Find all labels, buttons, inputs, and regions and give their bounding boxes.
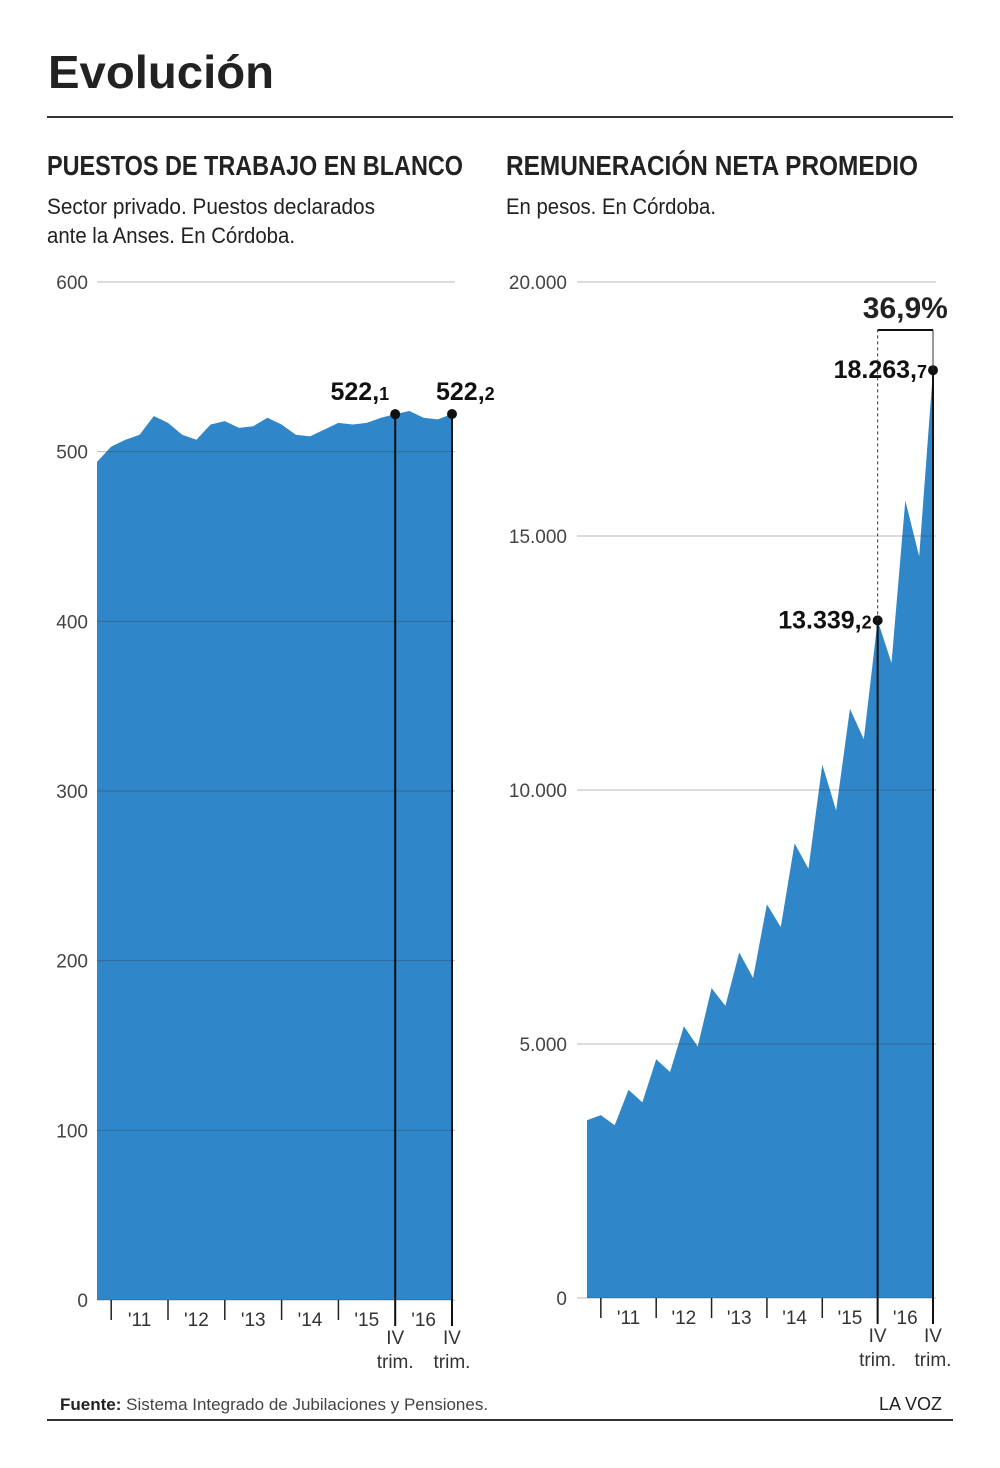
chart-title: REMUNERACIÓN NETA PROMEDIO (506, 150, 918, 181)
x-year-label: '12 (671, 1308, 696, 1329)
value-label: 13.339,2 (778, 606, 871, 634)
source-label: Fuente: (60, 1395, 121, 1414)
value-label-decimal: 1 (379, 384, 389, 404)
marker-label: trim. (434, 1352, 471, 1373)
change-label: 36,9% (863, 292, 948, 325)
y-tick-label: 400 (56, 612, 88, 633)
x-year-label: '16 (411, 1310, 436, 1331)
y-tick-label: 0 (556, 1289, 567, 1310)
chart-title: PUESTOS DE TRABAJO EN BLANCO (47, 150, 463, 181)
chart-subtitle: En pesos. En Córdoba. (506, 194, 716, 219)
marker-dot (447, 409, 457, 420)
value-label-decimal: 2 (862, 612, 872, 632)
y-tick-label: 0 (77, 1291, 88, 1312)
brand: LA VOZ (879, 1394, 942, 1414)
value-label-main: 18.263, (834, 356, 917, 384)
marker-label: IV (924, 1326, 942, 1347)
value-label-main: 13.339, (778, 606, 861, 634)
marker-dot (390, 409, 401, 420)
value-label-decimal: 2 (485, 384, 495, 404)
value-label: 522,1 (331, 378, 390, 406)
marker-label: trim. (915, 1350, 952, 1371)
value-label-main: 522, (331, 378, 380, 406)
marker-label: IV (869, 1326, 887, 1347)
y-tick-label: 20.000 (509, 273, 567, 294)
value-label-decimal: 7 (917, 362, 927, 382)
x-year-label: '11 (617, 1308, 640, 1329)
x-year-label: '11 (128, 1310, 151, 1331)
source-text: Sistema Integrado de Jubilaciones y Pens… (126, 1395, 488, 1414)
x-year-label: '14 (782, 1308, 807, 1329)
value-label-main: 522, (436, 378, 485, 406)
x-year-label: '12 (184, 1310, 209, 1331)
x-year-label: '14 (298, 1310, 323, 1331)
area (587, 370, 933, 1298)
marker-label: IV (443, 1328, 461, 1349)
x-year-label: '13 (241, 1310, 266, 1331)
marker-label: trim. (859, 1350, 896, 1371)
chart-subtitle: Sector privado. Puestos declarados (47, 194, 375, 219)
chart-subtitle: ante la Anses. En Córdoba. (47, 223, 295, 248)
x-year-label: '15 (838, 1308, 863, 1329)
y-tick-label: 300 (56, 782, 88, 803)
value-label: 18.263,7 (834, 356, 927, 384)
source: Fuente: Sistema Integrado de Jubilacione… (60, 1395, 488, 1414)
y-tick-label: 200 (56, 952, 88, 973)
y-tick-label: 500 (56, 443, 88, 464)
x-year-label: '13 (727, 1308, 752, 1329)
x-year-label: '15 (354, 1310, 379, 1331)
marker-label: IV (386, 1328, 404, 1349)
area (97, 410, 452, 1300)
y-tick-label: 15.000 (509, 527, 567, 548)
value-label: 522,2 (436, 378, 495, 406)
y-tick-label: 100 (56, 1121, 88, 1142)
marker-label: trim. (377, 1352, 414, 1373)
y-tick-label: 5.000 (519, 1035, 567, 1056)
x-year-label: '16 (893, 1308, 918, 1329)
y-tick-label: 600 (56, 273, 88, 294)
page-title: Evolución (48, 46, 274, 98)
y-tick-label: 10.000 (509, 781, 567, 802)
